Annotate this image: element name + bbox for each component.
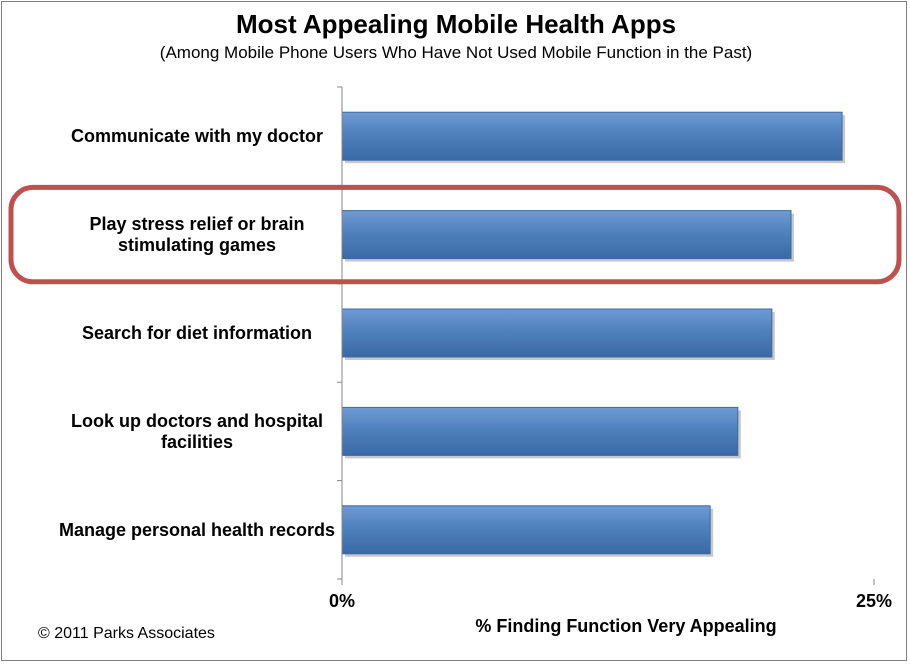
x-tick-label: 0% bbox=[329, 591, 355, 611]
bar bbox=[341, 406, 739, 456]
chart-title: Most Appealing Mobile Health Apps bbox=[236, 9, 676, 39]
category-label: Manage personal health records bbox=[59, 520, 335, 540]
category-label: Communicate with my doctor bbox=[71, 126, 323, 146]
x-tick-label: 25% bbox=[856, 591, 892, 611]
chart-subtitle: (Among Mobile Phone Users Who Have Not U… bbox=[160, 43, 752, 62]
copyright-text: © 2011 Parks Associates bbox=[38, 625, 215, 642]
x-axis-title: % Finding Function Very Appealing bbox=[475, 616, 776, 636]
bar bbox=[341, 505, 711, 555]
category-label: Play stress relief or brain stimulating g… bbox=[89, 214, 304, 255]
bar bbox=[341, 210, 792, 260]
bars-layer bbox=[341, 111, 846, 557]
axis-layer: 0% 25% bbox=[8, 86, 902, 611]
category-labels: Communicate with my doctor Play stress re… bbox=[59, 126, 335, 540]
bar bbox=[341, 308, 773, 358]
category-label: Search for diet information bbox=[82, 323, 312, 343]
category-label: Look up doctors and hospital facilities bbox=[71, 411, 323, 452]
bar bbox=[341, 111, 843, 161]
highlight-box bbox=[8, 184, 902, 285]
